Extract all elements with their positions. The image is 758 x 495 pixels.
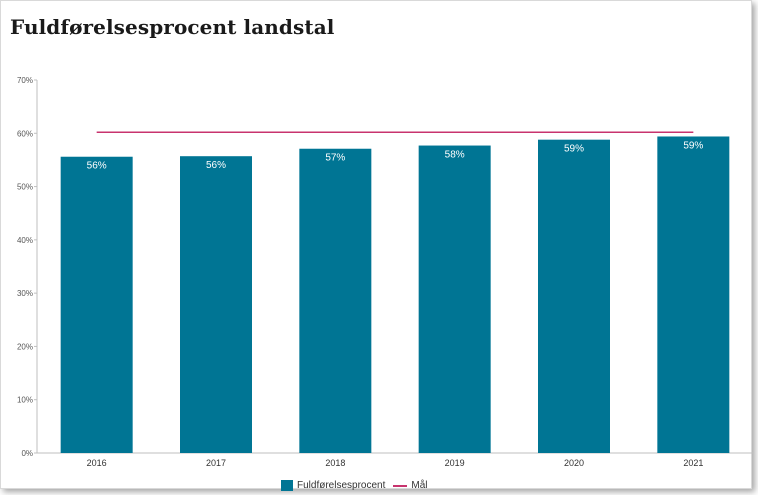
bar bbox=[538, 139, 610, 453]
bar-data-label: 58% bbox=[445, 150, 465, 161]
x-tick-label: 2017 bbox=[206, 458, 226, 468]
y-tick-label: 40% bbox=[17, 236, 33, 245]
y-tick-label: 10% bbox=[17, 396, 33, 405]
bar bbox=[657, 136, 730, 454]
legend-label-maal: Mål bbox=[411, 480, 428, 491]
bar bbox=[180, 156, 252, 453]
y-tick-label: 50% bbox=[17, 183, 33, 192]
x-axis: 2016 2017 2018 2019 2020 2021 bbox=[37, 452, 753, 468]
bar bbox=[299, 148, 372, 453]
x-tick-label: 2020 bbox=[564, 458, 584, 468]
bar-data-label: 56% bbox=[206, 160, 226, 171]
legend-label-fuldfoerelsesprocent: Fuldførelsesprocent bbox=[297, 480, 386, 491]
x-tick-label: 2016 bbox=[87, 458, 107, 468]
bar-series: 56% 56% 57% 58% 59% 59% bbox=[60, 136, 730, 454]
bar-data-label: 59% bbox=[683, 140, 703, 151]
bar bbox=[418, 145, 491, 453]
chart-title: Fuldførelsesprocent landstal bbox=[10, 15, 335, 39]
y-tick-label: 0% bbox=[21, 449, 33, 458]
y-tick-label: 70% bbox=[17, 76, 33, 85]
x-tick-label: 2018 bbox=[325, 458, 345, 468]
y-tick-label: 30% bbox=[17, 289, 33, 298]
bar bbox=[60, 156, 133, 453]
y-tick-label: 20% bbox=[17, 342, 33, 351]
legend-swatch-fuldfoerelsesprocent bbox=[281, 480, 293, 491]
legend: Fuldførelsesprocent Mål bbox=[281, 480, 428, 491]
legend-swatch-maal bbox=[393, 484, 408, 487]
y-axis: 0% 10% 20% 30% 40% 50% 60% 70% bbox=[17, 76, 38, 458]
bar-data-label: 59% bbox=[564, 144, 584, 155]
x-tick-label: 2021 bbox=[683, 458, 703, 468]
y-tick-label: 60% bbox=[17, 129, 33, 138]
x-tick-label: 2019 bbox=[445, 458, 465, 468]
bar-data-label: 56% bbox=[87, 161, 107, 172]
bar-data-label: 57% bbox=[325, 153, 345, 164]
